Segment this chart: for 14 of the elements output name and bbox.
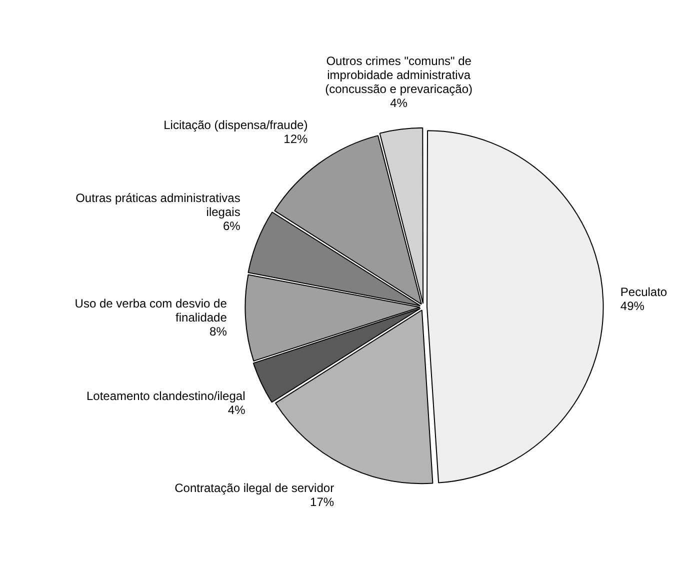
- slice-label: Loteamento clandestino/ilegal: [86, 389, 246, 404]
- slice-label: Peculato: [620, 285, 668, 300]
- data-label: 17%: [310, 494, 334, 509]
- slice-label: Outras práticas administrativas ilegais: [76, 190, 240, 219]
- data-label: 4%: [390, 96, 408, 110]
- data-label: 6%: [222, 218, 241, 233]
- slice-label: Uso de verba com desvio de finalidade: [74, 296, 228, 325]
- data-label: 4%: [228, 403, 246, 418]
- data-label: 8%: [210, 324, 228, 339]
- slice-label: Outros crimes "comuns" de improbidade administrativa (concussão e prevaricação): [325, 54, 473, 96]
- slice-label: Contratação ilegal de servidor: [174, 480, 334, 495]
- slice-label: Licitação (dispensa/fraude): [164, 118, 308, 132]
- data-label: 12%: [284, 132, 308, 146]
- data-label: 49%: [620, 299, 645, 314]
